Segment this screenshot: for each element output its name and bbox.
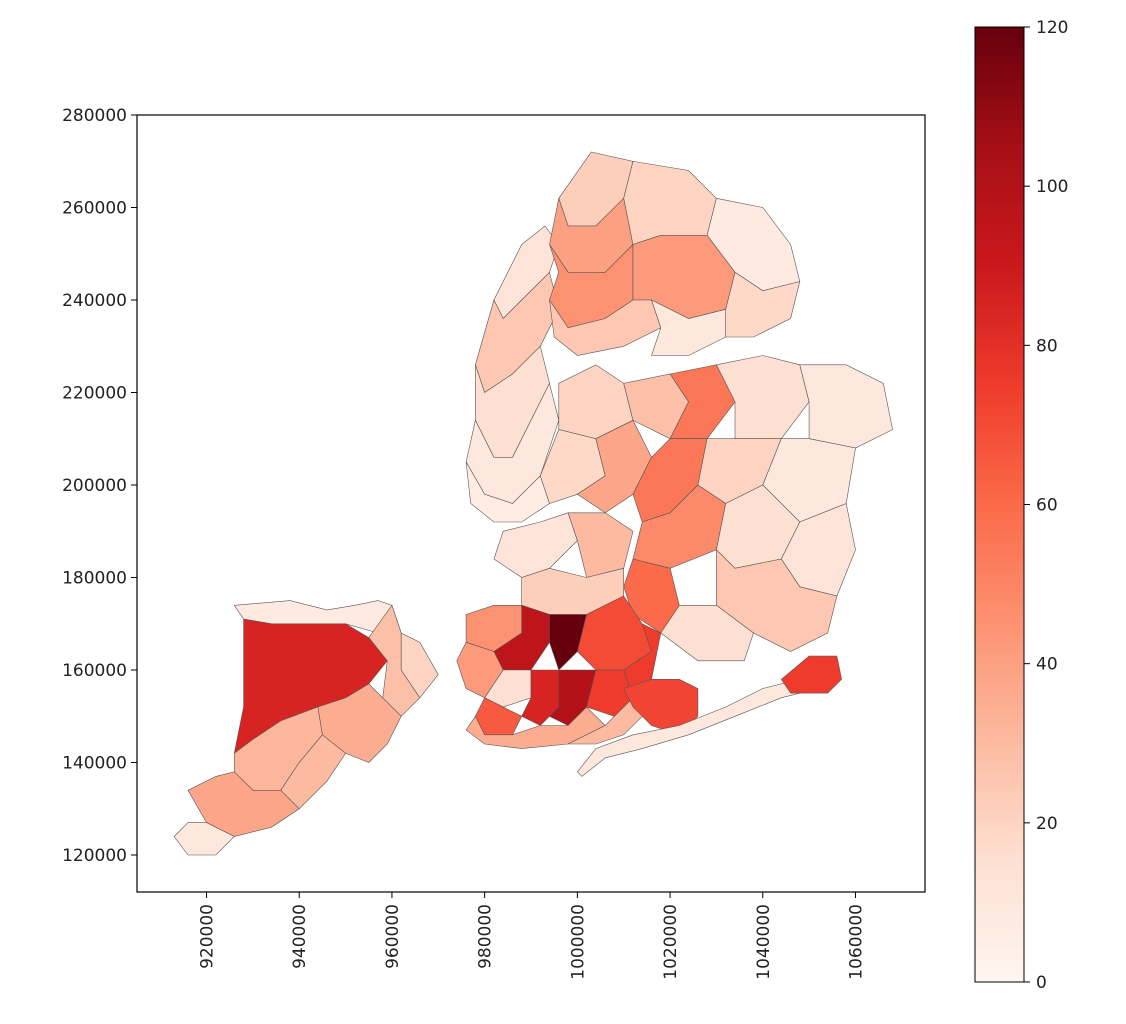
x-tick-label: 940000 bbox=[290, 904, 310, 969]
map-region bbox=[567, 512, 634, 578]
map-region bbox=[799, 364, 893, 449]
x-tick-label: 920000 bbox=[198, 904, 218, 969]
y-tick-label: 280000 bbox=[62, 106, 127, 126]
map-region bbox=[484, 669, 532, 708]
map-region bbox=[173, 822, 235, 856]
y-axis: 120000 140000 160000 180000 200000 220000 2400… bbox=[62, 106, 137, 866]
map-region bbox=[493, 512, 578, 578]
colorbar: 0 20 40 60 80 100 120 bbox=[974, 18, 1068, 993]
y-tick-label: 200000 bbox=[62, 476, 127, 496]
x-tick-label: 960000 bbox=[383, 904, 403, 969]
x-tick-label: 1020000 bbox=[661, 904, 681, 980]
colorbar-tick-label: 100 bbox=[1036, 177, 1068, 197]
map-region bbox=[465, 706, 606, 749]
x-tick-label: 1000000 bbox=[568, 904, 588, 980]
plot-frame bbox=[136, 114, 926, 893]
map-regions bbox=[173, 151, 893, 856]
colorbar-tick-label: 60 bbox=[1036, 496, 1058, 516]
x-tick-label: 980000 bbox=[476, 904, 496, 969]
y-tick-label: 120000 bbox=[62, 846, 127, 866]
y-tick-label: 180000 bbox=[62, 569, 127, 589]
map-region bbox=[650, 299, 727, 356]
map-region bbox=[715, 355, 810, 440]
map-region bbox=[400, 632, 439, 699]
colorbar-tick-label: 0 bbox=[1036, 973, 1047, 993]
map-region bbox=[623, 160, 717, 245]
y-tick-label: 260000 bbox=[62, 199, 127, 219]
colorbar-tick-label: 120 bbox=[1036, 18, 1068, 38]
x-tick-label: 1060000 bbox=[846, 904, 866, 980]
y-tick-label: 140000 bbox=[62, 754, 127, 774]
map-region bbox=[780, 655, 842, 694]
colorbar-tick-label: 40 bbox=[1036, 655, 1058, 675]
x-tick-label: 1040000 bbox=[754, 904, 774, 980]
colorbar-tick-label: 80 bbox=[1036, 336, 1058, 356]
y-tick-label: 220000 bbox=[62, 384, 127, 404]
map-region bbox=[623, 678, 699, 736]
map-region bbox=[576, 419, 652, 514]
x-axis: 920000 940000 960000 980000 1000000 1020000 10… bbox=[198, 892, 866, 980]
colorbar-tick-label: 20 bbox=[1036, 814, 1058, 834]
y-tick-label: 160000 bbox=[62, 661, 127, 681]
y-tick-label: 240000 bbox=[62, 291, 127, 311]
colorbar-gradient bbox=[974, 26, 1025, 983]
